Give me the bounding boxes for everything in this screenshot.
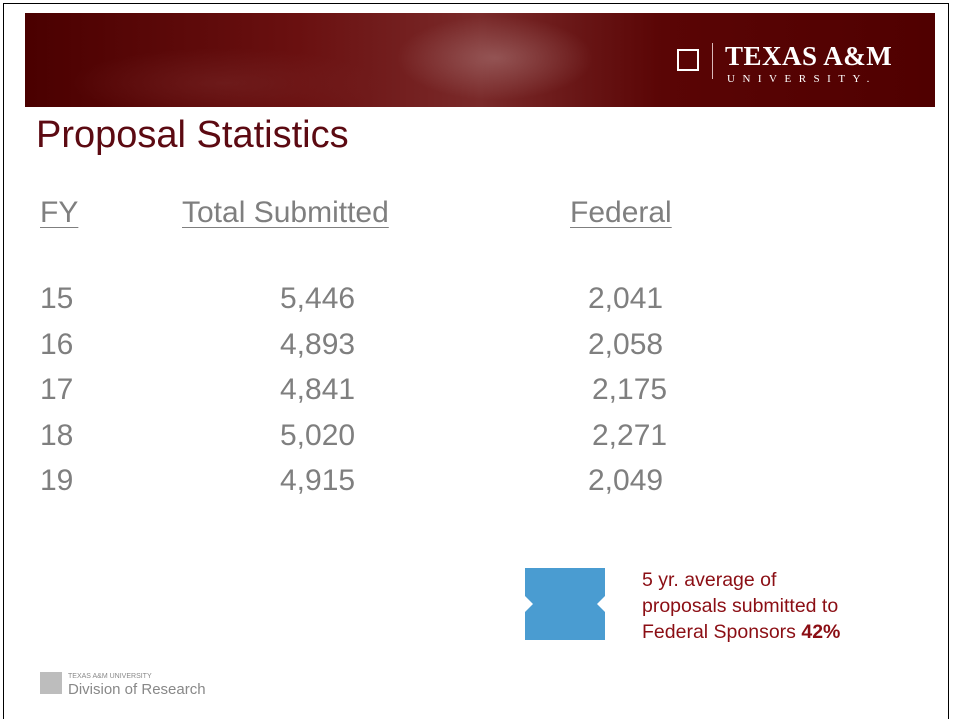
callout-line: proposals submitted to [642,595,839,617]
logo-sub: UNIVERSITY. [727,73,877,85]
logo-name: TEXAS A&M [725,41,893,71]
table-cell: 19 [40,464,74,497]
table-cell: 17 [40,373,74,406]
column-header: Total Submitted [182,196,389,229]
table-cell: 2,049 [588,464,664,497]
footer-logo [40,672,62,694]
table-cell: 2,175 [592,373,668,406]
logo-mark [677,49,699,71]
footer-university: TEXAS A&M UNIVERSITY [68,673,152,680]
footer-division: Division of Research [68,681,206,698]
table-cell: 18 [40,418,74,452]
logo-separator [712,43,713,79]
table-cell: 15 [40,282,74,315]
table-cell: 5,020 [280,418,356,452]
banner: TEXAS A&M UNIVERSITY. [25,13,935,107]
callout-line: Federal Sponsors 42% [642,621,841,643]
table-cell: 5,446 [280,282,356,315]
table-cell: 4,841 [280,373,356,406]
column-header: Federal [570,196,672,229]
table-cell: 2,271 [592,418,668,452]
table-cell: 16 [40,327,74,361]
callout-arrow [525,568,605,640]
slide: TEXAS A&M UNIVERSITY. Proposal Statistic… [3,3,949,719]
table-cell: 4,915 [280,464,356,497]
callout-percent: 42% [801,621,841,643]
table-cell: 2,058 [588,327,664,361]
callout-line: 5 yr. average of [642,569,777,591]
slide-title: Proposal Statistics [36,114,349,156]
column-header: FY [40,196,79,229]
table-cell: 4,893 [280,327,356,361]
table-cell: 2,041 [588,282,664,315]
